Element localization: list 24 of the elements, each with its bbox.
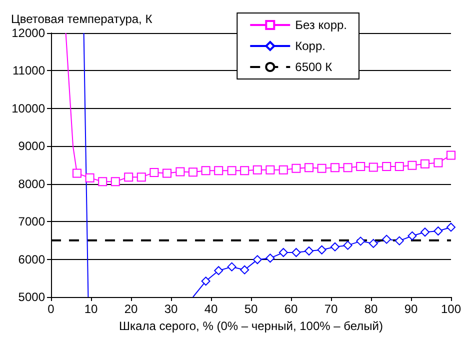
x-tick-label: 70 xyxy=(324,302,338,316)
y-tick-label: 11000 xyxy=(12,64,46,78)
y-tick-label: 8000 xyxy=(18,176,46,191)
legend-label: Без корр. xyxy=(295,18,348,32)
x-tick-label: 50 xyxy=(244,302,258,316)
x-tick-label: 100 xyxy=(440,302,462,316)
x-tick-label: 90 xyxy=(404,302,418,316)
legend-label: 6500 К xyxy=(295,60,332,74)
y-axis-title: Цветовая температура, К xyxy=(11,12,152,26)
y-tick-label: 9000 xyxy=(18,139,46,154)
legend-label: Корр. xyxy=(295,39,326,53)
y-tick-label: 10000 xyxy=(12,101,46,116)
x-tick-label: 10 xyxy=(84,302,98,316)
y-tick-label: 5000 xyxy=(18,290,46,304)
x-tick-label: 20 xyxy=(124,302,138,316)
x-tick-label: 80 xyxy=(364,302,378,316)
x-tick-label: 30 xyxy=(164,302,178,316)
x-tick-label: 40 xyxy=(204,302,218,316)
y-tick-label: 12000 xyxy=(12,26,46,40)
x-axis-title: Шкала серого, % (0% – черный, 100% – белый) xyxy=(119,318,383,333)
x-tick-label: 60 xyxy=(284,302,298,316)
x-tick-label: 0 xyxy=(48,302,55,316)
y-tick-label: 7000 xyxy=(18,214,46,229)
y-tick-label: 6000 xyxy=(18,252,46,266)
